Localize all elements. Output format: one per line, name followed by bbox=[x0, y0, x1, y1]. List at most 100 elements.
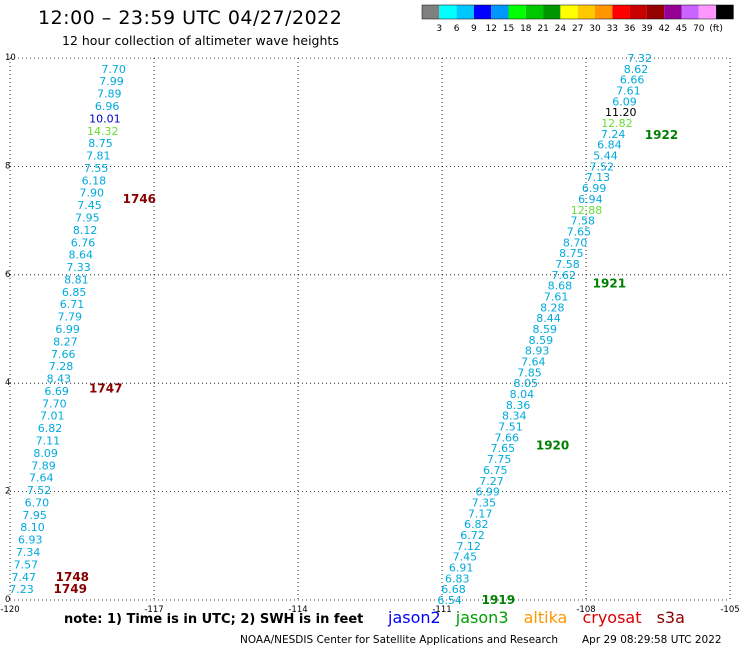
wave-height-value: 8.93 bbox=[525, 345, 550, 358]
legend-swatch bbox=[439, 5, 457, 19]
wave-height-value: 7.57 bbox=[14, 558, 39, 571]
legend-label: 27 bbox=[572, 24, 583, 34]
wave-height-value: 8.09 bbox=[33, 447, 58, 460]
sat-name-jason3: jason3 bbox=[455, 608, 509, 627]
legend-swatch bbox=[508, 5, 526, 19]
wave-height-value: 8.05 bbox=[513, 377, 538, 390]
legend-swatch bbox=[646, 5, 665, 19]
wave-height-value: 8.81 bbox=[64, 273, 89, 286]
chart-grid bbox=[9, 57, 731, 601]
wave-height-value: 6.09 bbox=[612, 95, 637, 108]
wave-height-value: 7.58 bbox=[555, 258, 580, 271]
wave-height-value: 7.89 bbox=[97, 88, 122, 101]
wave-height-value: 7.75 bbox=[487, 453, 512, 466]
wave-height-value: 7.95 bbox=[75, 212, 100, 225]
wave-height-value: 7.52 bbox=[589, 160, 614, 173]
pass-time-label: 1921 bbox=[593, 276, 626, 290]
legend-label: 15 bbox=[503, 24, 514, 34]
wave-height-value: 12.88 bbox=[571, 204, 603, 217]
legend-swatch bbox=[629, 5, 647, 19]
wave-height-value: 6.93 bbox=[18, 534, 43, 547]
wave-height-value: 6.72 bbox=[460, 529, 485, 542]
y-tick-label: 10 bbox=[5, 53, 16, 63]
wave-height-value: 7.66 bbox=[51, 348, 76, 361]
wave-height-value: 7.79 bbox=[58, 311, 83, 324]
legend-label: 21 bbox=[537, 24, 548, 34]
wave-height-value: 7.81 bbox=[86, 150, 111, 163]
axis-tick-labels: -120 -117 -114 -111 -108 -105 0 2 4 6 8 10 bbox=[0, 53, 739, 615]
legend-label: 70 bbox=[693, 24, 705, 34]
pass-time-label: 1919 bbox=[482, 593, 515, 607]
wave-height-value: 6.70 bbox=[25, 496, 50, 509]
wave-height-value: 6.84 bbox=[597, 139, 622, 152]
y-tick-label: 6 bbox=[5, 270, 10, 280]
wave-height-value: 6.91 bbox=[449, 561, 474, 574]
wave-height-value: 7.65 bbox=[567, 225, 592, 238]
wave-height-value: 7.34 bbox=[16, 546, 41, 559]
wave-height-value: 7.45 bbox=[453, 551, 478, 564]
wave-height-value: 7.35 bbox=[472, 496, 497, 509]
legend-label: 30 bbox=[589, 24, 601, 34]
generated-timestamp: Apr 29 08:29:58 UTC 2022 bbox=[582, 634, 722, 646]
wave-height-value: 6.66 bbox=[620, 74, 645, 87]
x-tick-label: -120 bbox=[0, 605, 19, 615]
wave-height-value: 8.70 bbox=[563, 236, 588, 249]
x-tick-label: -117 bbox=[144, 605, 163, 615]
legend-swatch bbox=[664, 5, 682, 19]
wave-height-value: 8.62 bbox=[624, 63, 649, 76]
wave-height-value: 6.96 bbox=[95, 100, 120, 113]
wave-height-value: 7.24 bbox=[601, 128, 626, 141]
legend-swatch bbox=[698, 5, 717, 19]
credit-text: NOAA/NESDIS Center for Satellite Applica… bbox=[240, 634, 558, 646]
x-tick-label: -111 bbox=[432, 605, 451, 615]
x-tick-label: -108 bbox=[576, 605, 595, 615]
sat-name-cryosat: cryosat bbox=[582, 608, 642, 627]
y-tick-label: 2 bbox=[5, 487, 10, 497]
y-tick-label: 4 bbox=[5, 378, 10, 388]
wave-height-value: 7.65 bbox=[491, 442, 516, 455]
pass-time-label: 1747 bbox=[89, 382, 122, 396]
legend-label: 45 bbox=[676, 24, 687, 34]
x-tick-label: -105 bbox=[720, 605, 739, 615]
wave-height-value: 6.99 bbox=[582, 182, 607, 195]
wave-height-value: 6.85 bbox=[62, 286, 87, 299]
wave-height-value: 10.01 bbox=[89, 112, 121, 125]
wave-height-value: 7.95 bbox=[22, 509, 47, 522]
wave-height-value: 6.82 bbox=[38, 422, 63, 435]
wave-height-value: 6.18 bbox=[82, 174, 107, 187]
wave-height-value: 7.89 bbox=[31, 459, 56, 472]
footer-note: note: 1) Time is in UTC; 2) SWH is in fe… bbox=[64, 612, 364, 627]
legend-label: 33 bbox=[607, 24, 618, 34]
legend-swatch bbox=[595, 5, 613, 19]
x-tick-label: -114 bbox=[288, 605, 307, 615]
wave-height-value: 8.59 bbox=[529, 334, 554, 347]
wave-height-value: 6.99 bbox=[475, 486, 500, 499]
wave-height-value: 7.64 bbox=[29, 472, 54, 485]
wave-height-value: 6.69 bbox=[44, 385, 69, 398]
wave-height-value: 7.28 bbox=[49, 360, 74, 373]
wave-height-value: 6.75 bbox=[483, 464, 508, 477]
wave-height-value: 7.45 bbox=[77, 199, 102, 212]
legend-label: 12 bbox=[485, 24, 496, 34]
legend-swatch bbox=[612, 5, 630, 19]
wave-height-value: 8.34 bbox=[502, 410, 527, 423]
legend-swatch bbox=[560, 5, 578, 19]
pass-time-label: 1922 bbox=[645, 128, 678, 142]
wave-height-value: 11.20 bbox=[605, 106, 637, 119]
legend-swatch bbox=[422, 5, 440, 19]
wave-height-value: 7.66 bbox=[494, 431, 519, 444]
wave-height-value: 8.27 bbox=[53, 335, 78, 348]
legend-swatch bbox=[577, 5, 595, 19]
legend-label: (ft) bbox=[709, 24, 723, 34]
pass-time-label: 1748 bbox=[56, 570, 89, 584]
wave-height-value: 7.13 bbox=[586, 171, 611, 184]
y-tick-label: 0 bbox=[5, 595, 10, 605]
wave-height-value: 7.27 bbox=[479, 475, 504, 488]
wave-height-value: 7.51 bbox=[498, 421, 523, 434]
wave-height-value: 6.68 bbox=[441, 583, 466, 596]
sat-name-s3a: s3a bbox=[656, 608, 685, 627]
wave-height-value: 7.23 bbox=[9, 583, 34, 596]
wave-height-value: 8.64 bbox=[69, 249, 94, 262]
wave-height-value: 14.32 bbox=[87, 125, 119, 138]
